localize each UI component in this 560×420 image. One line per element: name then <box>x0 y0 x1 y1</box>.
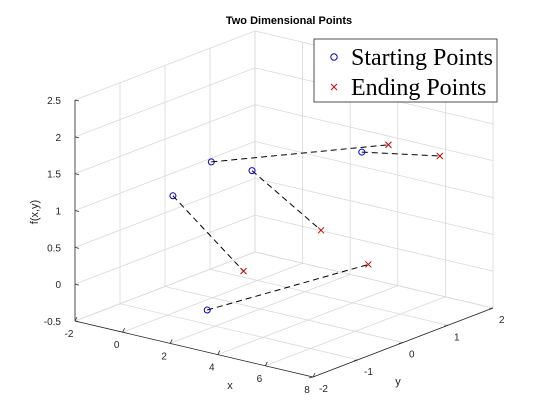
ending-point-marker <box>436 152 444 160</box>
y-axis-label: y <box>395 376 401 388</box>
side-wall-gridline <box>254 141 494 198</box>
legend-x-marker <box>330 83 338 91</box>
y-tick-label: 2 <box>499 315 505 326</box>
back-wall-gridline <box>74 30 256 101</box>
ending-point-stroke <box>240 267 247 275</box>
legend: Starting Points Ending Points <box>313 38 498 103</box>
x-axis-label: x <box>227 380 233 392</box>
y-tick-mark <box>488 307 494 310</box>
x-axis-line <box>74 320 314 378</box>
back-wall-gridline <box>74 251 256 322</box>
legend-circle-marker <box>330 53 338 61</box>
x-tick-label: 0 <box>114 340 120 351</box>
x-tick-mark <box>312 372 316 378</box>
back-wall-gridline <box>74 104 256 175</box>
side-wall-gridline <box>254 104 494 162</box>
x-tick-mark <box>217 350 221 355</box>
x-tick-mark <box>169 339 173 344</box>
y-tick-label: -2 <box>319 384 328 395</box>
y-tick-label: 0 <box>409 350 415 361</box>
y-tick-label: -1 <box>364 367 373 378</box>
legend-label-ending: Ending Points <box>351 75 486 101</box>
x-tick-label: 8 <box>304 385 310 396</box>
z-tick-mark <box>74 283 80 286</box>
legend-box <box>313 38 498 103</box>
starting-point-marker <box>169 192 177 200</box>
z-tick-mark <box>74 210 80 212</box>
starting-point-marker <box>207 158 215 166</box>
ending-point-marker <box>240 267 247 275</box>
trajectory-line <box>251 170 322 231</box>
z-tick-label: 2.5 <box>47 96 61 107</box>
back-wall-gridline <box>74 67 256 138</box>
trajectory-line <box>211 144 389 163</box>
axes <box>74 99 494 379</box>
x-tick-mark <box>265 361 268 366</box>
y-tick-mark <box>398 342 404 344</box>
x-tick-label: 6 <box>257 374 263 385</box>
y-tick-mark <box>353 359 359 362</box>
floor-gridline <box>119 303 359 361</box>
x-tick-label: 4 <box>209 363 215 374</box>
z-tick-mark <box>74 246 80 249</box>
x-tick-mark <box>74 316 78 322</box>
z-tick-label: 0.5 <box>47 243 61 254</box>
ending-point-stroke <box>317 226 325 234</box>
floor-gridline <box>164 286 404 343</box>
back-wall-gridline <box>74 214 256 285</box>
ending-point-marker <box>385 141 392 149</box>
z-tick-mark <box>74 173 80 176</box>
trajectory-line <box>361 151 440 157</box>
ending-point-marker <box>317 226 325 234</box>
back-wall-gridline <box>74 177 256 248</box>
y-tick-mark <box>308 376 314 379</box>
x-tick-mark <box>122 328 125 333</box>
ending-point-stroke <box>364 261 372 268</box>
chart-title: Two Dimensional Points <box>226 15 352 27</box>
ending-point-stroke <box>436 152 444 160</box>
starting-point-marker <box>358 148 366 156</box>
z-tick-label: 2 <box>55 133 61 144</box>
ending-point-stroke <box>385 141 392 149</box>
plot-area <box>169 141 444 314</box>
side-wall-gridline <box>254 251 494 309</box>
starting-point-marker <box>203 306 211 314</box>
z-axis-label: f(x,y) <box>29 200 41 224</box>
side-wall-gridline <box>254 214 494 272</box>
z-tick-mark <box>74 136 80 139</box>
y-tick-label: 1 <box>454 332 460 343</box>
starting-point-marker <box>248 167 256 175</box>
trajectory-line <box>207 263 369 311</box>
y-tick-mark <box>443 324 449 327</box>
ending-point-marker <box>364 261 372 268</box>
tick-labels: -2 0 2 4 6 8 -2 -1 0 1 2 -0.5 0 0.5 1 1.5 2 2.5 <box>44 96 505 396</box>
z-tick-mark <box>74 320 80 323</box>
trajectory-line <box>172 195 244 272</box>
z-tick-mark <box>74 99 80 102</box>
x-tick-label: -2 <box>65 329 74 340</box>
z-tick-label: 1.5 <box>47 170 61 181</box>
floor-gridline <box>209 268 449 326</box>
x-tick-label: 2 <box>161 351 167 362</box>
side-wall-gridline <box>254 177 494 235</box>
z-tick-label: 1 <box>55 207 61 218</box>
legend-label-starting: Starting Points <box>351 45 493 71</box>
z-tick-label: -0.5 <box>44 317 62 328</box>
z-tick-label: 0 <box>55 280 61 291</box>
back-wall-gridline <box>74 141 256 211</box>
